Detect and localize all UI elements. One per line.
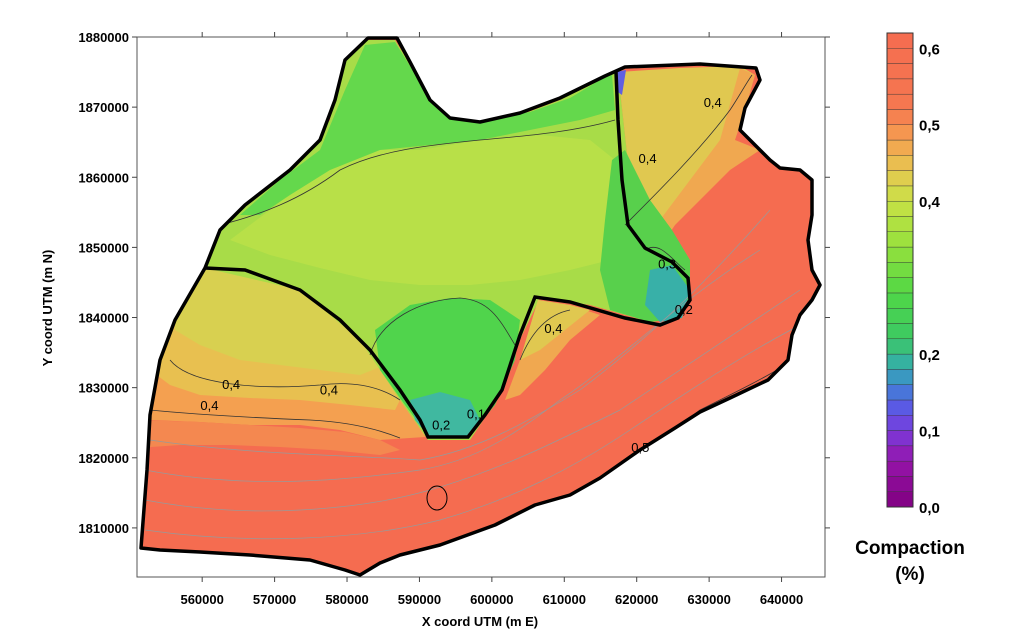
x-tick-label: 610000 — [543, 592, 586, 607]
contour-label: 0,4 — [320, 383, 338, 398]
x-tick-label: 580000 — [325, 592, 368, 607]
colorbar-tick-label: 0,0 — [919, 500, 940, 517]
colorbar-tick-label: 0,2 — [919, 347, 940, 364]
colorbar-swatch — [886, 308, 914, 324]
y-tick-label: 1880000 — [78, 30, 129, 45]
contour-line — [149, 209, 771, 461]
contour-label: 0,5 — [631, 440, 649, 455]
contour-ellipse — [426, 485, 448, 511]
band-mid-yellow — [520, 300, 590, 360]
colorbar-swatch — [886, 353, 914, 370]
colorbar-tick-label: 0,5 — [919, 118, 940, 135]
colorbar-swatch — [886, 399, 914, 416]
contour-label: 0,4 — [222, 377, 240, 392]
contour-labels: 0,4 0,4 0,4 0,2 0,1 0,4 0,5 0,4 0,4 0,2 0,3 — [200, 95, 721, 455]
colorbar-swatch — [886, 93, 914, 110]
y-tick-label: 1820000 — [78, 451, 129, 466]
y-tick-label: 1810000 — [78, 521, 129, 536]
contour-label: 0,4 — [200, 398, 218, 413]
contour-line — [144, 319, 811, 540]
y-tick-label: 1840000 — [78, 311, 129, 326]
colorbar-swatch — [886, 124, 914, 141]
colorbar-swatch — [886, 338, 914, 355]
x-tick-label: 570000 — [253, 592, 296, 607]
colorbar-swatch — [886, 262, 914, 278]
x-tick-label: 600000 — [470, 592, 513, 607]
band-central-teal — [410, 392, 480, 438]
x-tick-label: 630000 — [687, 592, 730, 607]
band-sw-lightyellow — [175, 262, 385, 375]
band-east-orange — [660, 68, 760, 240]
contour-label: 0,4 — [704, 95, 722, 110]
colorbar-swatch — [886, 415, 914, 431]
colorbar-swatch — [886, 155, 914, 171]
colorbar-swatch — [886, 216, 914, 232]
colorbar-swatch — [886, 476, 914, 492]
colorbar-swatch — [886, 109, 914, 125]
band-sw-orange2 — [141, 420, 400, 455]
colorbar-swatch — [886, 78, 914, 95]
colorbar — [886, 32, 914, 508]
x-tick-label: 620000 — [615, 592, 658, 607]
colorbar-swatch — [886, 384, 914, 401]
colorbar-title: Compaction — [855, 538, 965, 559]
colorbar-swatch — [886, 32, 914, 49]
x-axis-ticks: 560000 570000 580000 590000 600000 610000 6200… — [180, 32, 803, 607]
contour-label: 0,1 — [467, 407, 485, 422]
inner-boundary-west — [204, 71, 692, 439]
band-central-lightgreen — [230, 135, 640, 285]
y-tick-label: 1870000 — [78, 100, 129, 115]
colorbar-unit: (%) — [895, 564, 925, 585]
contour-line — [519, 309, 571, 361]
colorbar-swatch — [886, 323, 914, 340]
colorbar-labels: 0,6 0,5 0,4 0,2 0,1 0,0 — [919, 41, 941, 517]
colorbar-swatch — [886, 292, 914, 309]
y-axis-title: Y coord UTM (m N) — [40, 250, 55, 367]
contour-label: 0,2 — [432, 418, 450, 433]
band-east-yellow — [618, 66, 755, 240]
colorbar-swatch — [886, 231, 914, 248]
contour-label: 0,3 — [658, 256, 676, 271]
contour-label: 0,4 — [544, 321, 562, 336]
contour-line — [149, 409, 401, 439]
band-north-green — [240, 42, 615, 215]
colorbar-tick-label: 0,4 — [919, 194, 941, 211]
colorbar-swatch — [886, 430, 914, 447]
colorbar-swatch — [886, 445, 914, 462]
colorbar-swatch — [886, 170, 914, 187]
y-tick-label: 1850000 — [78, 240, 129, 255]
contour-label: 0,4 — [639, 151, 657, 166]
band-mid-orange — [505, 300, 600, 400]
colorbar-swatch — [886, 277, 914, 294]
contour-label: 0,2 — [675, 302, 693, 317]
y-axis-ticks: 1880000 1870000 1860000 1850000 1840000 18300… — [78, 30, 830, 536]
colorbar-tick-label: 0,6 — [919, 41, 940, 58]
colorbar-swatch — [886, 246, 914, 263]
outer-boundary — [139, 36, 822, 577]
colorbar-frame — [886, 32, 914, 508]
contour-line — [369, 297, 516, 356]
y-tick-label: 1860000 — [78, 170, 129, 185]
y-tick-label: 1830000 — [78, 381, 129, 396]
colorbar-swatch — [886, 185, 914, 202]
colorbar-swatch — [886, 491, 914, 508]
colorbar-swatch — [886, 369, 914, 385]
contour-line — [219, 119, 616, 226]
contour-line — [144, 289, 801, 512]
x-tick-label: 640000 — [760, 592, 803, 607]
contour-line — [169, 359, 401, 401]
contour-line — [624, 74, 753, 226]
colorbar-swatch — [886, 139, 914, 156]
x-axis-title: X coord UTM (m E) — [422, 614, 538, 629]
colorbar-swatch — [886, 200, 914, 217]
colorbar-swatch — [886, 48, 914, 64]
colorbar-swatch — [886, 63, 914, 80]
x-tick-label: 560000 — [180, 592, 223, 607]
x-tick-label: 590000 — [398, 592, 441, 607]
colorbar-swatch — [886, 460, 914, 477]
colorbar-tick-label: 0,1 — [919, 424, 940, 441]
